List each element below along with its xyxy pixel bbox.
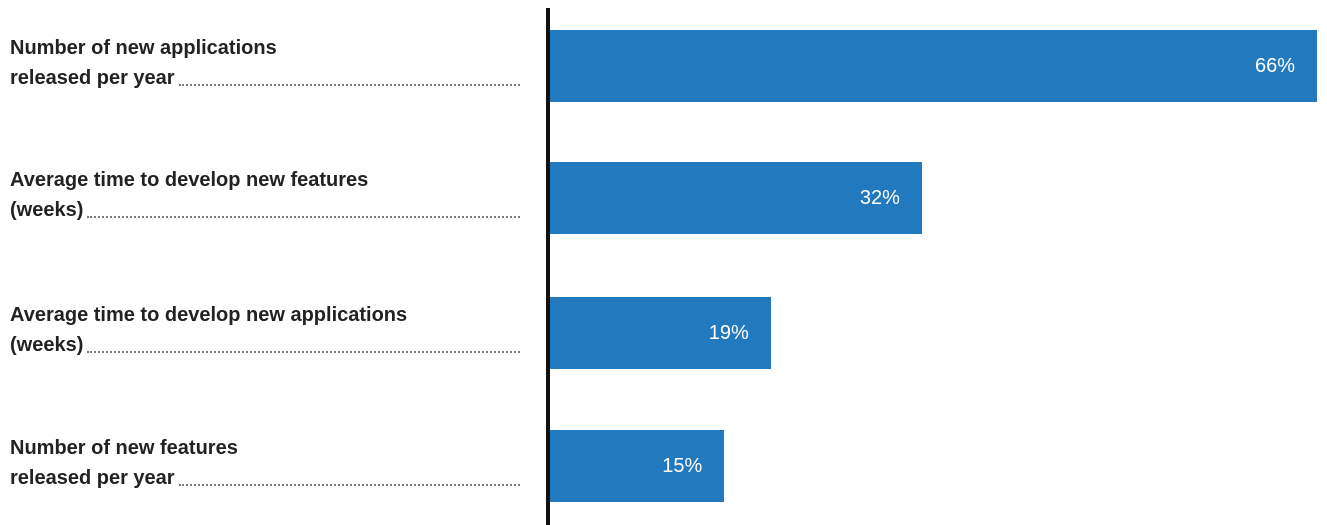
category-label: Number of new features released per year (10, 433, 520, 503)
category-label-line: Number of new applications (10, 33, 520, 63)
category-label-text: Average time to develop new applications (10, 304, 408, 326)
leader-dots (178, 84, 520, 86)
bar-value-label: 15% (662, 455, 703, 477)
category-label-text: Number of new features (10, 437, 238, 459)
bar (550, 297, 771, 369)
category-label: Average time to develop new features (wee… (10, 165, 520, 235)
category-label-line: (weeks) (10, 195, 520, 225)
bar-value-label: 32% (859, 187, 900, 209)
bar (550, 430, 725, 502)
category-label-text: released per year (10, 67, 175, 89)
bar (550, 162, 922, 234)
category-label-text: (weeks) (10, 334, 84, 356)
bar-value-label: 19% (708, 322, 749, 344)
leader-dots (87, 216, 520, 218)
category-label-line: (weeks) (10, 330, 520, 360)
category-axis-line (546, 8, 550, 525)
category-label: Average time to develop new applications… (10, 300, 520, 370)
leader-dots (178, 484, 520, 486)
category-label-line: released per year (10, 463, 520, 493)
category-label-line: Number of new features (10, 433, 520, 463)
category-label-line: released per year (10, 63, 520, 93)
category-label-text: Number of new applications (10, 37, 277, 59)
category-label-text: released per year (10, 467, 175, 489)
category-label-line: Average time to develop new applications (10, 300, 520, 330)
category-label-text: (weeks) (10, 199, 84, 221)
category-label-text: Average time to develop new features (10, 169, 369, 191)
leader-dots (87, 351, 520, 353)
bar-value-label: 66% (1254, 55, 1295, 77)
category-label: Number of new applications released per y… (10, 33, 520, 103)
category-label-line: Average time to develop new features (10, 165, 520, 195)
bar (550, 30, 1317, 102)
